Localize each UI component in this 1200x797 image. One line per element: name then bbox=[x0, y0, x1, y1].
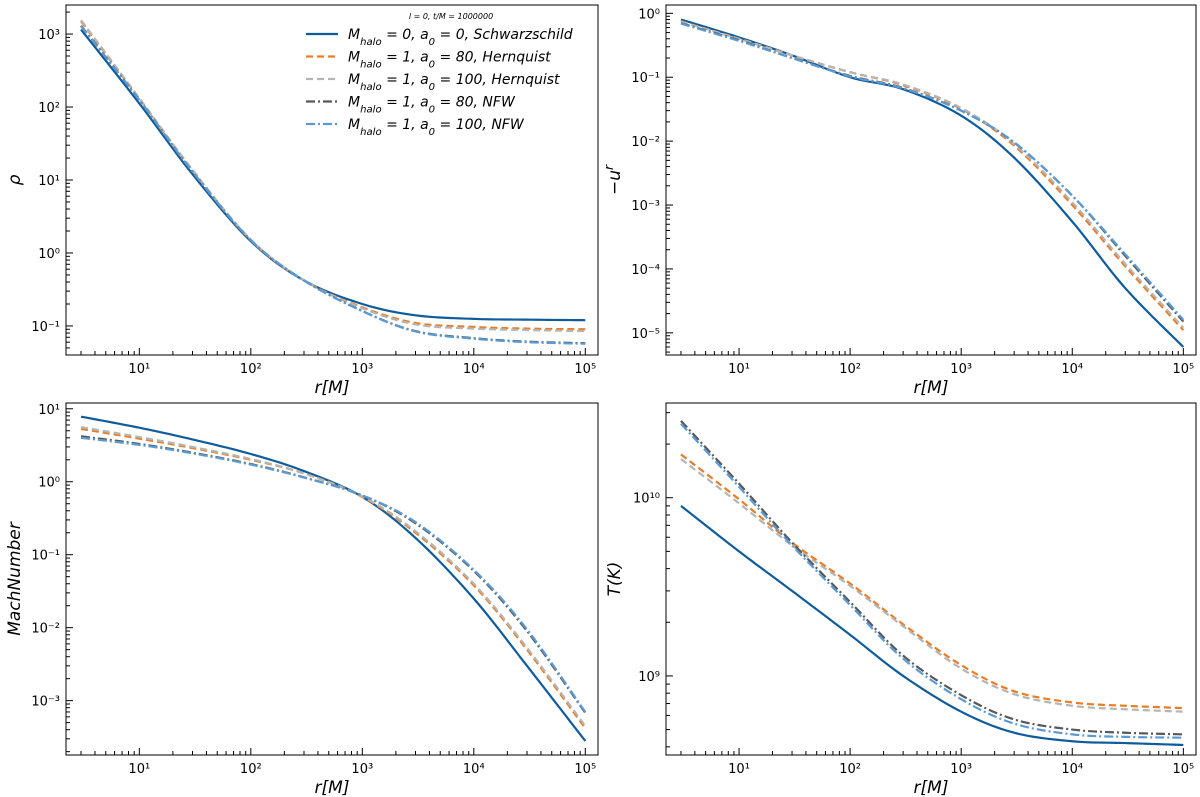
series-line-m-halo-1-a-0-100-nfw bbox=[680, 22, 1185, 321]
y-tick-label: 10⁰ bbox=[638, 7, 660, 22]
x-tick-label: 10² bbox=[240, 762, 262, 777]
series-line-m-halo-1-a-0-100-hernquist bbox=[680, 20, 1185, 329]
series-line-m-halo-0-a-0-0-schwarzschild bbox=[80, 28, 586, 322]
x-axis-label: r[M] bbox=[315, 778, 350, 797]
x-axis-label: r[M] bbox=[315, 378, 350, 398]
series-line-m-halo-1-a-0-80-hernquist bbox=[80, 427, 587, 729]
series-line-m-halo-1-a-0-80-nfw bbox=[680, 22, 1185, 323]
series-line-m-halo-1-a-0-100-hernquist bbox=[80, 19, 586, 333]
plot-frame bbox=[665, 402, 1197, 756]
series-line-m-halo-1-a-0-80-hernquist bbox=[80, 20, 586, 331]
y-tick-label: 10⁻³ bbox=[31, 695, 60, 710]
series-line-m-halo-1-a-0-80-nfw bbox=[80, 435, 587, 714]
x-tick-label: 10² bbox=[839, 362, 861, 377]
y-axis-label: MachNumber bbox=[5, 521, 25, 636]
panel-mach: 10¹ 10² 10³ 10⁴ 10⁵ 10⁻³ 10⁻² 10⁻¹ 10⁰ 10¹ r[M] Mac… bbox=[5, 402, 599, 797]
y-tick-label: 10⁻¹ bbox=[31, 320, 60, 335]
panel-ur: 10¹ 10² 10³ 10⁴ 10⁵ 10⁻⁵ 10⁻⁴ 10⁻³ 10⁻² 10⁻¹ 10⁰ r[… bbox=[602, 4, 1197, 398]
plot-frame bbox=[665, 4, 1197, 356]
y-axis-label: ρ bbox=[5, 174, 25, 185]
series-line-m-halo-0-a-0-0-schwarzschild bbox=[80, 415, 587, 742]
legend-entry-m-halo-1-a-0-100-hernquist: Mhalo = 1, a0 = 100, Hernquist bbox=[348, 72, 560, 93]
x-tick-label: 10¹ bbox=[728, 362, 750, 377]
y-tick-label: 10⁻⁴ bbox=[631, 263, 660, 278]
x-tick-label: 10¹ bbox=[128, 362, 150, 377]
x-tick-label: 10³ bbox=[351, 762, 373, 777]
x-tick-label: 10² bbox=[240, 362, 262, 377]
legend-entry-m-halo-1-a-0-80-hernquist: Mhalo = 1, a0 = 80, Hernquist bbox=[348, 50, 551, 71]
series-line-m-halo-0-a-0-0-schwarzschild bbox=[680, 18, 1185, 348]
x-tick-label: 10³ bbox=[950, 362, 972, 377]
series-line-m-halo-1-a-0-100-nfw bbox=[80, 436, 587, 713]
legend-entry-m-halo-0-a-0-0-schwarzschild: Mhalo = 0, a0 = 0, Schwarzschild bbox=[348, 27, 573, 48]
x-axis-label: r[M] bbox=[914, 778, 949, 797]
y-tick-label: 10² bbox=[38, 101, 60, 116]
series-line-m-halo-1-a-0-100-hernquist bbox=[80, 426, 587, 727]
x-tick-label: 10³ bbox=[351, 362, 373, 377]
y-tick-label: 10⁰ bbox=[38, 247, 60, 262]
y-tick-label: 10¹ bbox=[38, 174, 60, 189]
y-tick-label: 10¹ bbox=[38, 403, 60, 418]
y-axis-label: −ur bbox=[602, 164, 625, 195]
series-line-m-halo-1-a-0-80-hernquist bbox=[680, 453, 1184, 710]
series-line-m-halo-1-a-0-80-nfw bbox=[680, 420, 1184, 736]
series-line-m-halo-0-a-0-0-schwarzschild bbox=[680, 505, 1184, 747]
x-tick-label: 10⁴ bbox=[463, 762, 485, 777]
x-tick-label: 10⁵ bbox=[1172, 762, 1194, 777]
x-tick-label: 10¹ bbox=[128, 762, 150, 777]
series-line-m-halo-1-a-0-100-hernquist bbox=[680, 458, 1184, 713]
series-line-m-halo-1-a-0-100-nfw bbox=[80, 25, 586, 345]
y-tick-label: 10⁻⁵ bbox=[631, 327, 660, 342]
legend-entry-m-halo-1-a-0-100-nfw: Mhalo = 1, a0 = 100, NFW bbox=[348, 117, 525, 138]
legend: l = 0, t/M = 1000000 Mhalo = 0, a0 = 0, S… bbox=[306, 12, 573, 138]
y-tick-label: 10⁰ bbox=[38, 476, 60, 491]
y-tick-label: 10⁻¹ bbox=[31, 549, 60, 564]
x-tick-label: 10⁴ bbox=[1061, 362, 1083, 377]
panel-temp: 10¹ 10² 10³ 10⁴ 10⁵ 10⁹ 10¹⁰ r[M] T(K) bbox=[605, 402, 1197, 797]
plot-frame bbox=[65, 402, 599, 756]
x-tick-label: 10⁵ bbox=[574, 362, 596, 377]
y-tick-label: 10⁻¹ bbox=[631, 71, 660, 86]
y-tick-label: 10⁻² bbox=[631, 135, 660, 150]
y-tick-label: 10⁻² bbox=[31, 622, 60, 637]
series-line-m-halo-1-a-0-100-nfw bbox=[680, 423, 1184, 739]
y-tick-label: 10¹⁰ bbox=[633, 492, 660, 507]
x-tick-label: 10¹ bbox=[728, 762, 750, 777]
legend-title: l = 0, t/M = 1000000 bbox=[409, 12, 493, 21]
y-tick-label: 10⁻³ bbox=[631, 199, 660, 214]
y-tick-label: 10⁹ bbox=[638, 670, 660, 685]
x-tick-label: 10⁴ bbox=[463, 362, 485, 377]
y-tick-label: 10³ bbox=[38, 28, 60, 43]
legend-entry-m-halo-1-a-0-80-nfw: Mhalo = 1, a0 = 80, NFW bbox=[348, 95, 516, 116]
x-tick-label: 10⁴ bbox=[1061, 762, 1083, 777]
y-axis-label: T(K) bbox=[605, 562, 625, 597]
x-axis-label: r[M] bbox=[914, 378, 949, 398]
x-tick-label: 10⁵ bbox=[574, 762, 596, 777]
x-tick-label: 10⁵ bbox=[1172, 362, 1194, 377]
x-tick-label: 10³ bbox=[950, 762, 972, 777]
series-line-m-halo-1-a-0-80-hernquist bbox=[680, 20, 1185, 331]
x-tick-label: 10² bbox=[839, 762, 861, 777]
